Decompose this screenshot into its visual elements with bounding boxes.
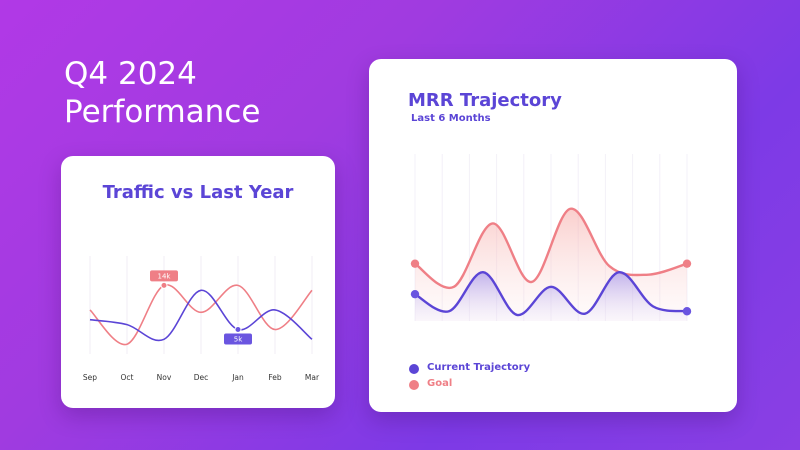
mrr-end-point — [410, 259, 420, 268]
traffic-line-chart: Sep Oct Nov Dec Jan Feb Mar 14k 5k — [83, 256, 320, 382]
legend-dot-goal — [409, 380, 419, 390]
traffic-value-label: 5k — [234, 336, 243, 344]
mrr-chart-title: MRR Trajectory — [408, 90, 562, 111]
legend-dot-current — [409, 364, 419, 374]
mrr-chart-card: MRR Trajectory Last 6 Months Current Tra… — [369, 59, 737, 412]
page-title-line1: Q4 2024 — [64, 56, 197, 92]
mrr-end-point — [682, 307, 692, 316]
mrr-end-point — [682, 259, 692, 268]
traffic-x-tick-label: Mar — [305, 373, 320, 382]
traffic-chart-title: Traffic vs Last Year — [102, 182, 294, 203]
traffic-x-tick-label: Feb — [268, 373, 282, 382]
traffic-series-line-0 — [89, 284, 313, 346]
page-title: Q4 2024 Performance — [64, 55, 260, 131]
page-title-line2: Performance — [64, 94, 261, 130]
traffic-point-marker — [234, 326, 242, 333]
traffic-x-tick-label: Oct — [121, 373, 134, 382]
traffic-chart-card: Traffic vs Last Year Sep Oct Nov Dec Jan Feb M… — [61, 156, 335, 408]
mrr-series-line-0 — [414, 207, 688, 290]
legend-label-current: Current Trajectory — [427, 362, 531, 373]
mrr-end-point — [410, 289, 420, 299]
mrr-chart-subtitle: Last 6 Months — [411, 113, 491, 124]
traffic-point-marker — [160, 281, 168, 289]
traffic-value-label: 14k — [158, 272, 172, 280]
traffic-x-tick-label: Dec — [194, 373, 209, 382]
mrr-series-line-1 — [414, 270, 688, 317]
traffic-x-tick-label: Jan — [231, 373, 244, 382]
traffic-value-callout — [150, 270, 178, 282]
mrr-area-fill-1 — [415, 272, 687, 321]
traffic-series-line-1 — [89, 289, 313, 342]
traffic-x-tick-label: Sep — [83, 373, 97, 382]
legend-label-goal: Goal — [427, 378, 453, 389]
traffic-x-tick-label: Nov — [157, 373, 172, 382]
traffic-value-callout — [224, 333, 252, 345]
mrr-area-chart — [410, 154, 692, 321]
